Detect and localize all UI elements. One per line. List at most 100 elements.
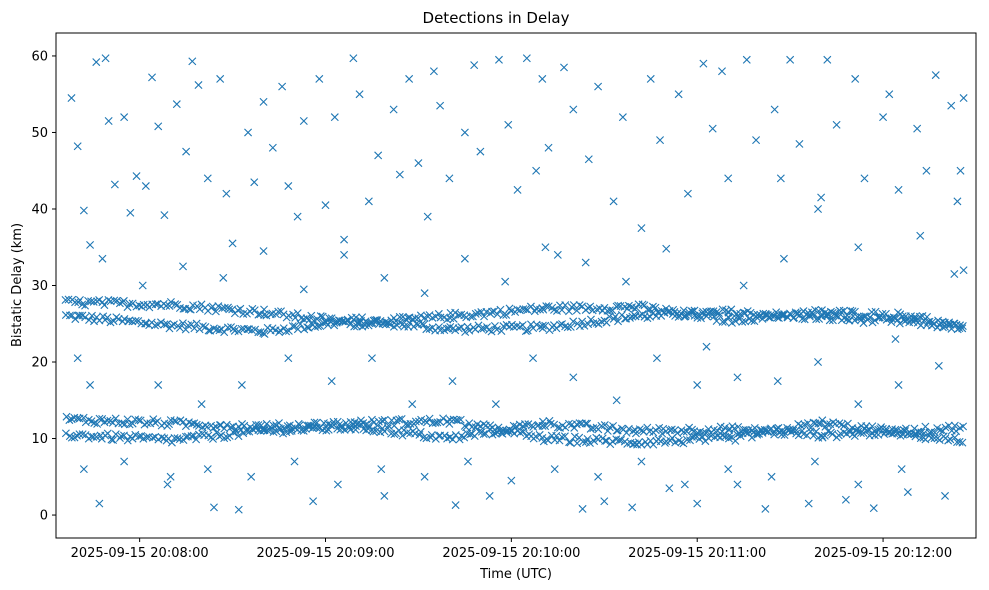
data-point-marker xyxy=(87,311,96,320)
data-point-marker xyxy=(457,310,466,319)
data-point-marker xyxy=(153,320,162,329)
data-point-marker xyxy=(718,431,727,440)
data-point-marker xyxy=(480,312,489,321)
data-point-marker xyxy=(414,159,423,168)
data-point-marker xyxy=(860,174,869,183)
data-point-marker xyxy=(167,321,176,330)
data-point-marker xyxy=(891,425,900,434)
data-point-marker xyxy=(278,82,287,91)
data-point-marker xyxy=(154,380,163,389)
data-point-marker xyxy=(203,465,212,474)
data-point-marker xyxy=(126,208,135,217)
data-point-marker xyxy=(738,317,747,326)
data-point-marker xyxy=(702,342,711,351)
data-point-marker xyxy=(420,289,429,298)
data-point-marker xyxy=(950,270,959,279)
data-point-marker xyxy=(303,421,312,430)
data-point-marker xyxy=(141,319,150,328)
data-point-marker xyxy=(79,413,88,422)
data-point-marker xyxy=(115,299,124,308)
data-point-marker xyxy=(157,433,166,442)
data-point-marker xyxy=(594,472,603,481)
data-point-marker xyxy=(119,431,128,440)
data-point-marker xyxy=(637,224,646,233)
data-point-marker xyxy=(959,266,968,275)
data-point-marker xyxy=(369,427,378,436)
data-point-marker xyxy=(234,505,243,514)
data-point-marker xyxy=(293,212,302,221)
data-point-marker xyxy=(315,74,324,83)
data-point-marker xyxy=(931,71,940,80)
data-point-marker xyxy=(425,414,434,423)
data-point-marker xyxy=(318,312,327,321)
data-point-marker xyxy=(139,300,148,309)
x-tick-label: 2025-09-15 20:09:00 xyxy=(256,546,394,561)
data-point-marker xyxy=(779,254,788,263)
data-point-marker xyxy=(232,427,241,436)
data-point-marker xyxy=(239,309,248,318)
data-point-marker xyxy=(219,273,228,282)
data-point-marker xyxy=(456,415,465,424)
data-point-marker xyxy=(173,434,182,443)
data-point-marker xyxy=(166,472,175,481)
data-point-marker xyxy=(125,299,134,308)
data-point-marker xyxy=(832,120,841,129)
data-point-marker xyxy=(828,430,837,439)
data-point-marker xyxy=(669,305,678,314)
data-point-marker xyxy=(307,311,316,320)
data-point-marker xyxy=(754,312,763,321)
data-point-marker xyxy=(831,309,840,318)
data-point-marker xyxy=(151,321,160,330)
data-point-marker xyxy=(561,301,570,310)
data-point-marker xyxy=(605,306,614,315)
data-point-marker xyxy=(817,431,826,440)
data-point-marker xyxy=(770,105,779,114)
data-point-marker xyxy=(395,312,404,321)
data-point-marker xyxy=(104,117,113,125)
data-point-marker xyxy=(141,182,150,191)
data-point-marker xyxy=(868,422,877,431)
data-point-marker xyxy=(460,128,469,137)
data-point-marker xyxy=(566,438,575,447)
data-point-marker xyxy=(910,429,919,438)
data-point-marker xyxy=(673,309,682,318)
data-point-marker xyxy=(327,314,336,323)
data-point-marker xyxy=(337,421,346,430)
data-point-marker xyxy=(120,457,129,466)
data-point-marker xyxy=(123,436,132,445)
data-point-marker xyxy=(73,414,82,423)
data-point-marker xyxy=(364,421,373,430)
data-point-marker xyxy=(89,432,98,441)
data-point-marker xyxy=(927,434,936,443)
data-point-marker xyxy=(520,420,529,429)
data-point-marker xyxy=(946,435,955,444)
data-point-marker xyxy=(791,308,800,317)
data-point-marker xyxy=(911,314,920,323)
data-point-marker xyxy=(222,420,231,429)
data-point-marker xyxy=(229,324,238,333)
data-point-marker xyxy=(825,316,834,325)
data-point-marker xyxy=(955,437,964,446)
data-point-marker xyxy=(742,55,751,64)
x-axis-label: Time (UTC) xyxy=(479,567,552,582)
data-point-marker xyxy=(492,325,501,334)
data-point-marker xyxy=(894,380,903,389)
data-point-marker xyxy=(911,432,920,441)
data-point-marker xyxy=(225,305,234,314)
data-point-marker xyxy=(682,435,691,444)
data-point-marker xyxy=(887,314,896,323)
data-point-marker xyxy=(934,361,943,370)
data-point-marker xyxy=(73,354,82,363)
data-point-marker xyxy=(61,296,70,304)
data-point-marker xyxy=(553,250,562,259)
data-point-marker xyxy=(453,416,462,425)
data-point-marker xyxy=(65,416,74,425)
data-point-marker xyxy=(522,54,531,63)
data-point-marker xyxy=(586,315,595,324)
data-point-marker xyxy=(947,101,956,110)
data-point-marker xyxy=(426,433,435,442)
data-point-marker xyxy=(841,495,850,504)
y-tick-label: 40 xyxy=(31,202,48,217)
y-axis-label: Bistatic Delay (km) xyxy=(10,223,25,347)
data-point-marker xyxy=(600,421,609,430)
